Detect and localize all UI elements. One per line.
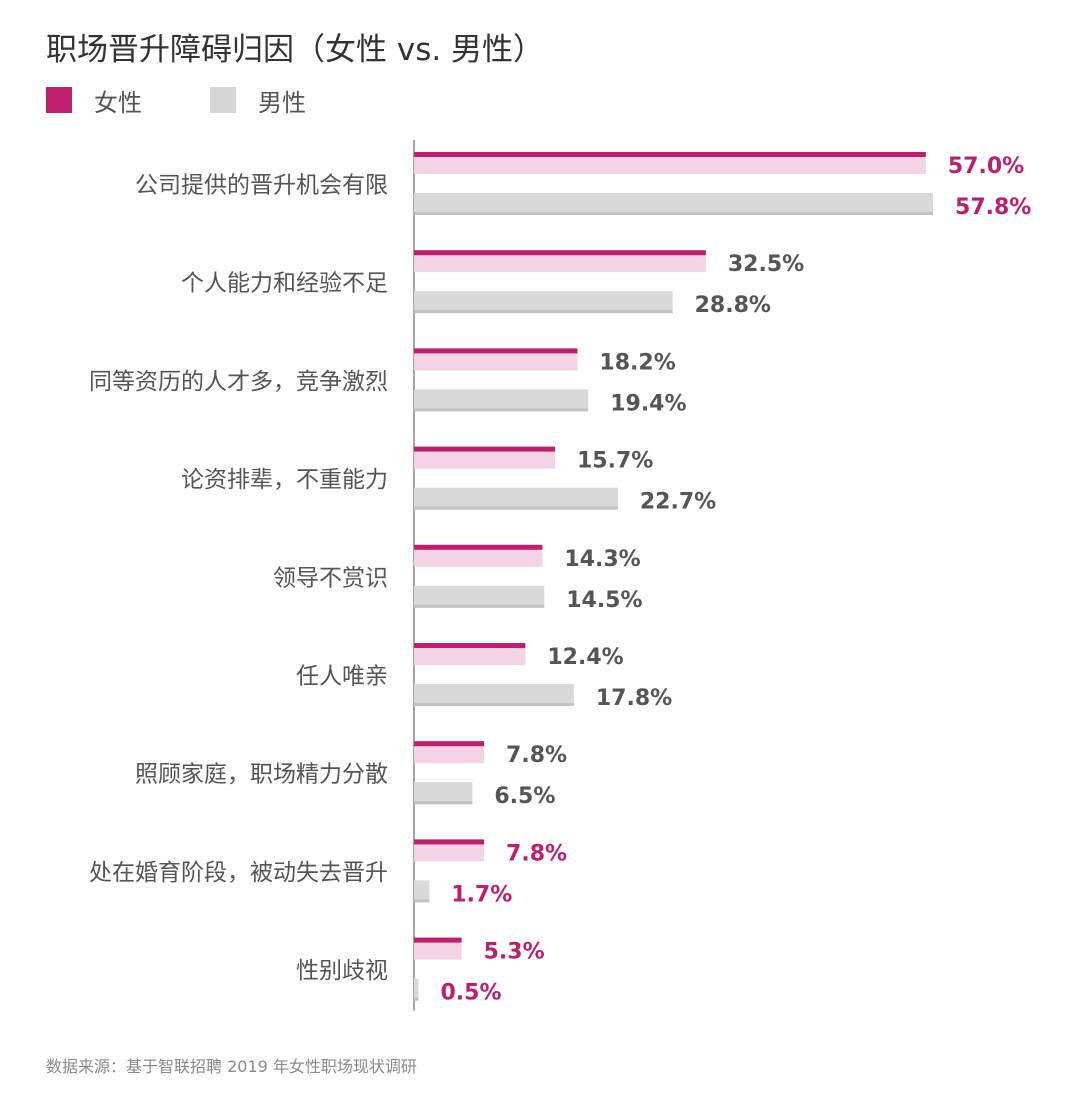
bar-male-bottom-line [414, 408, 589, 412]
category-label: 领导不赏识 [273, 565, 388, 591]
bar-male [414, 291, 673, 314]
bar-female [414, 643, 526, 665]
data-label-male: 28.8% [695, 293, 771, 318]
legend-swatch-female [46, 87, 72, 113]
bar-male [414, 684, 574, 706]
data-label-male: 0.5% [440, 981, 501, 1006]
category-label: 任人唯亲 [296, 664, 388, 690]
bar-male-bottom-line [414, 212, 934, 215]
bar-male [414, 978, 419, 1001]
bar-female [414, 937, 462, 960]
data-source-note: 数据来源：基于智联招聘 2019 年女性职场现状调研 [46, 1057, 417, 1076]
data-label-male: 22.7% [640, 490, 716, 515]
bar-female [414, 152, 926, 174]
bar-male-bottom-line [414, 703, 574, 706]
data-label-female: 5.3% [484, 940, 545, 965]
bar-male [414, 389, 589, 412]
bar-female [414, 544, 543, 567]
bar-female-top-line [414, 937, 462, 943]
legend-label-female: 女性 [94, 88, 142, 117]
bar-female-top-line [414, 446, 555, 452]
bar-female-top-line [414, 544, 543, 550]
bar-female [414, 741, 485, 764]
bar-male-bottom-line [414, 310, 673, 314]
legend-swatch-male [210, 87, 236, 113]
bar-female [414, 446, 555, 469]
data-label-male: 14.5% [566, 588, 642, 613]
bar-female-top-line [414, 643, 526, 648]
bar-female [414, 250, 706, 273]
data-label-female: 18.2% [599, 350, 675, 375]
bar-female [414, 839, 485, 862]
bar-male-bottom-line [414, 997, 419, 1001]
bar-male [414, 880, 430, 903]
bar-male [414, 585, 545, 608]
bar-female [414, 348, 578, 371]
legend: 女性 男性 [46, 83, 374, 118]
bar-female-top-line [414, 741, 485, 747]
data-label-male: 6.5% [494, 784, 555, 809]
data-label-male: 17.8% [596, 686, 672, 711]
data-label-female: 57.0% [948, 154, 1024, 179]
data-label-female: 12.4% [547, 645, 623, 670]
category-label: 性别歧视 [296, 958, 388, 984]
legend-item-female: 女性 [46, 83, 142, 118]
data-label-female: 15.7% [577, 449, 653, 474]
chart-title: 职场晋升障碍归因（女性 vs. 男性） [46, 32, 545, 68]
bar-male [414, 487, 618, 510]
data-label-female: 7.8% [506, 743, 567, 768]
data-label-female: 32.5% [728, 252, 804, 277]
data-label-male: 57.8% [955, 195, 1031, 220]
data-label-male: 1.7% [451, 882, 512, 907]
category-label: 公司提供的晋升机会有限 [135, 173, 388, 199]
bar-male-bottom-line [414, 801, 473, 805]
bar-female-top-line [414, 839, 485, 845]
bar-male [414, 782, 473, 805]
bar-male-bottom-line [414, 506, 618, 510]
category-label: 同等资历的人才多，竞争激烈 [89, 369, 388, 395]
data-label-female: 14.3% [564, 547, 640, 572]
data-label-male: 19.4% [610, 391, 686, 416]
category-label: 照顾家庭，职场精力分散 [135, 762, 388, 788]
legend-item-male: 男性 [210, 83, 306, 118]
bar-male [414, 193, 934, 215]
bar-female-top-line [414, 152, 926, 157]
category-label: 个人能力和经验不足 [181, 271, 388, 297]
data-label-female: 7.8% [506, 841, 567, 866]
bar-female-top-line [414, 348, 578, 354]
legend-label-male: 男性 [258, 88, 306, 117]
bar-male-bottom-line [414, 899, 430, 903]
category-label: 处在婚育阶段，被动失去晋升 [89, 860, 388, 886]
category-label: 论资排辈，不重能力 [181, 467, 388, 493]
bar-female-top-line [414, 250, 706, 256]
bar-male-bottom-line [414, 604, 545, 608]
